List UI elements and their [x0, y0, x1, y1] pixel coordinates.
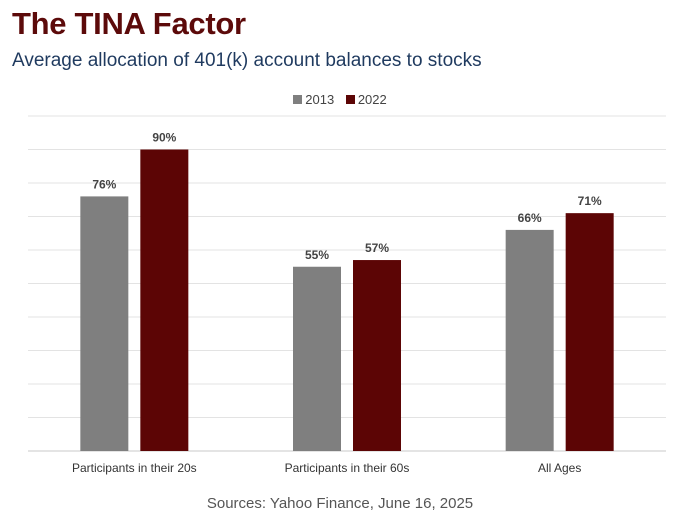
x-tick-label: Participants in their 20s — [72, 461, 197, 475]
source-note: Sources: Yahoo Finance, June 16, 2025 — [206, 495, 474, 512]
x-tick-label: All Ages — [538, 461, 581, 475]
legend-swatch-2022 — [345, 95, 355, 104]
bar-2013-0 — [80, 196, 129, 451]
legend-item-2022: 2022 — [345, 92, 387, 107]
data-label: 66% — [518, 211, 542, 225]
legend-label-2022: 2022 — [357, 92, 387, 107]
bar-2022-2 — [565, 213, 614, 451]
chart-title: The TINA Factor — [12, 6, 246, 41]
legend-item-2013: 2013 — [293, 92, 334, 107]
bar-2013-2 — [505, 229, 554, 451]
data-label: 90% — [152, 131, 176, 145]
legend-label-2013: 2013 — [305, 92, 335, 107]
data-label: 71% — [578, 194, 602, 208]
legend: 2013 2022 — [0, 92, 680, 107]
bar-2013-1 — [293, 266, 341, 451]
x-tick-label: Participants in their 60s — [285, 461, 410, 475]
bar-2022-1 — [353, 260, 401, 451]
data-label: 57% — [365, 241, 389, 255]
legend-swatch-2013 — [293, 95, 303, 104]
chart-subtitle: Average allocation of 401(k) account bal… — [12, 50, 482, 71]
bar-2022-0 — [140, 149, 189, 451]
data-label: 76% — [92, 177, 116, 191]
data-label: 55% — [305, 248, 329, 262]
